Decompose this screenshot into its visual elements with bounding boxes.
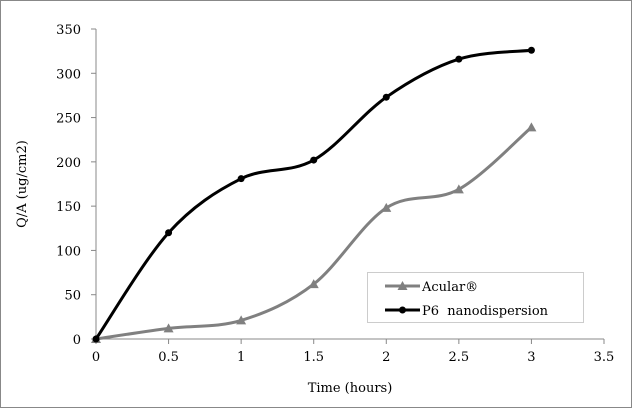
data-point-acular	[308, 279, 319, 289]
x-tick-label: 3.5	[594, 350, 615, 365]
data-point-p6-nanodispersion	[237, 175, 245, 183]
legend-label-p6: P6 nanodispersion	[422, 304, 549, 319]
y-tick-label: 0	[73, 333, 81, 348]
data-point-p6-nanodispersion	[455, 55, 463, 63]
x-tick-label: 1	[237, 350, 245, 365]
data-point-p6-nanodispersion	[382, 93, 390, 101]
y-axis-label: Q/A (ug/cm2)	[15, 140, 30, 228]
y-tick-label: 150	[56, 200, 81, 215]
legend: Acular® P6 nanodispersion	[367, 272, 584, 323]
x-axis-label: Time (hours)	[308, 381, 393, 396]
x-tick-label: 2	[382, 350, 390, 365]
legend-label-acular: Acular®	[421, 280, 478, 295]
y-tick-label: 200	[56, 156, 81, 171]
y-tick-label: 100	[56, 244, 81, 259]
data-point-acular	[381, 202, 392, 212]
legend-marker-circle-icon	[399, 306, 406, 314]
data-point-acular	[236, 315, 247, 325]
series-layer	[91, 46, 537, 343]
data-point-p6-nanodispersion	[92, 335, 100, 343]
legend-marker-triangle-icon	[397, 281, 408, 290]
x-tick-label: 3	[527, 350, 535, 365]
x-tick-label: 0	[92, 350, 100, 365]
y-tick-label: 250	[56, 112, 81, 127]
y-tick-label: 50	[64, 289, 81, 304]
x-tick-label: 0.5	[158, 350, 179, 365]
data-point-acular	[526, 122, 537, 132]
x-tick-label: 2.5	[449, 350, 470, 365]
x-tick-label: 1.5	[303, 350, 324, 365]
data-point-acular	[163, 323, 174, 333]
axes: 0 0.5 1 1.5 2 2.5 3 3.5 0 50 100 150 200 250 300 350	[56, 23, 614, 365]
data-point-p6-nanodispersion	[310, 156, 318, 164]
legend-box	[367, 272, 584, 323]
data-point-p6-nanodispersion	[165, 229, 173, 237]
y-tick-label: 300	[56, 67, 81, 82]
data-point-p6-nanodispersion	[527, 46, 535, 54]
y-tick-label: 350	[56, 23, 81, 38]
data-point-acular	[453, 184, 464, 194]
